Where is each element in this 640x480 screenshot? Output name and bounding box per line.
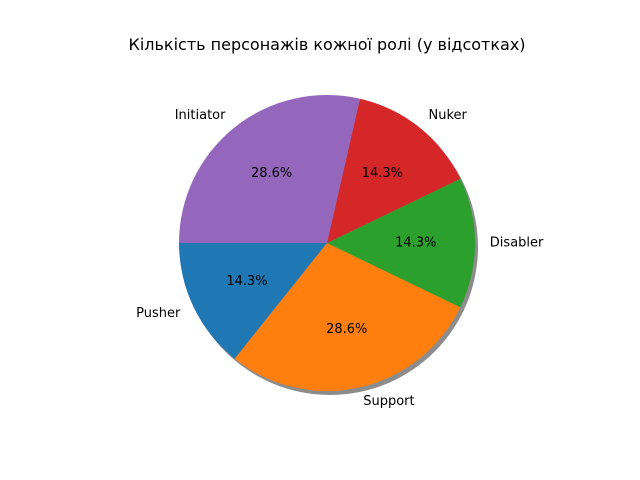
pie-labels: Pusher 14.3% Support 28.6% Disabler 14.3% Nuke… [136,108,544,409]
pie-slice-initiator [179,94,360,243]
pie-slice-support [234,243,461,392]
slice-label-disabler: Disabler [490,236,544,251]
pie-slice-pusher [179,243,327,359]
pie-slice-disabler [327,178,475,308]
slice-label-support: Support [363,394,414,409]
pct-label-nuker: 14.3% [362,166,403,181]
pct-label-pusher: 14.3% [226,274,267,289]
pct-label-initiator: 28.6% [251,166,292,181]
pie-slice-nuker [327,98,461,244]
slice-label-nuker: Nuker [429,108,468,123]
pie-slices [179,94,475,392]
pct-label-disabler: 14.3% [395,236,436,251]
chart-title: Кількість персонажів кожної ролі (у відс… [128,35,525,54]
slice-label-initiator: Initiator [175,108,226,123]
slice-label-pusher: Pusher [136,306,181,321]
pct-label-support: 28.6% [326,322,367,337]
